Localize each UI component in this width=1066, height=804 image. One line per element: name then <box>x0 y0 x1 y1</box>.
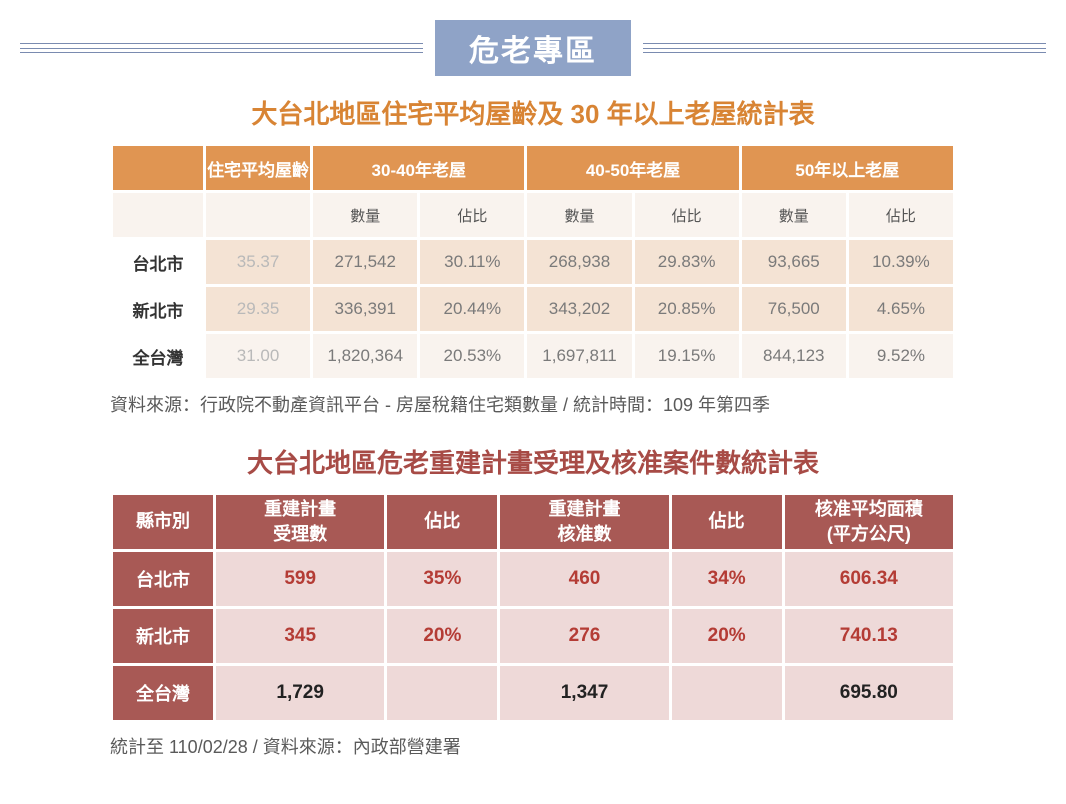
t1-row1-cqty: 76,500 <box>742 287 846 331</box>
table2: 縣市別 重建計畫受理數 佔比 重建計畫核准數 佔比 核准平均面積(平方公尺) 台… <box>110 492 956 723</box>
t2-row0-v1: 599 <box>216 552 384 606</box>
t1-h-50: 50年以上老屋 <box>742 146 953 190</box>
header-bar: 危老專區 <box>20 20 1046 76</box>
header-rule-right <box>643 43 1046 53</box>
t1-row2-avg: 31.00 <box>206 334 310 378</box>
t1-row0-bqty: 268,938 <box>527 240 631 284</box>
t1-row1-cpct: 4.65% <box>849 287 953 331</box>
t1-sub-qty-c: 數量 <box>742 193 846 237</box>
t2-row0-p1: 35% <box>387 552 497 606</box>
t1-row2-bpct: 19.15% <box>635 334 739 378</box>
t1-row2-aqty: 1,820,364 <box>313 334 417 378</box>
t2-row1-v3: 740.13 <box>785 609 953 663</box>
t2-row1-label: 新北市 <box>113 609 213 663</box>
t1-row0-label: 台北市 <box>113 240 203 284</box>
t1-corner <box>113 146 203 190</box>
table-row: 全台灣 1,729 1,347 695.80 <box>113 666 953 720</box>
table-row: 新北市 29.35 336,391 20.44% 343,202 20.85% … <box>113 287 953 331</box>
t1-row0-bpct: 29.83% <box>635 240 739 284</box>
header-rule-left <box>20 43 423 53</box>
t2-row2-v2: 1,347 <box>500 666 668 720</box>
t2-h-pct1: 佔比 <box>387 495 497 549</box>
t2-h-accept: 重建計畫受理數 <box>216 495 384 549</box>
t1-row1-label: 新北市 <box>113 287 203 331</box>
t1-h-30-40: 30-40年老屋 <box>313 146 524 190</box>
t1-row0-avg: 35.37 <box>206 240 310 284</box>
t2-row2-p2 <box>672 666 782 720</box>
t1-row1-apct: 20.44% <box>420 287 524 331</box>
t1-sub-qty-b: 數量 <box>527 193 631 237</box>
t2-row0-v3: 606.34 <box>785 552 953 606</box>
t2-h-pct2: 佔比 <box>672 495 782 549</box>
t2-row0-p2: 34% <box>672 552 782 606</box>
t1-sub-blank1 <box>113 193 203 237</box>
table1-title: 大台北地區住宅平均屋齡及 30 年以上老屋統計表 <box>0 94 1066 131</box>
t2-row2-label: 全台灣 <box>113 666 213 720</box>
table-row: 全台灣 31.00 1,820,364 20.53% 1,697,811 19.… <box>113 334 953 378</box>
t2-row0-v2: 460 <box>500 552 668 606</box>
t2-h-area: 核准平均面積(平方公尺) <box>785 495 953 549</box>
t1-row1-bqty: 343,202 <box>527 287 631 331</box>
t1-row2-cpct: 9.52% <box>849 334 953 378</box>
table2-source: 統計至 110/02/28 / 資料來源：內政部營建署 <box>110 733 956 759</box>
t1-row0-apct: 30.11% <box>420 240 524 284</box>
t1-row1-avg: 29.35 <box>206 287 310 331</box>
t2-row2-v3: 695.80 <box>785 666 953 720</box>
t1-row1-aqty: 336,391 <box>313 287 417 331</box>
table1-source: 資料來源：行政院不動產資訊平台 - 房屋稅籍住宅類數量 / 統計時間：109 年… <box>110 391 956 417</box>
t2-row1-v1: 345 <box>216 609 384 663</box>
t1-row0-cpct: 10.39% <box>849 240 953 284</box>
t2-row2-v1: 1,729 <box>216 666 384 720</box>
header-badge: 危老專區 <box>435 20 631 76</box>
table2-title: 大台北地區危老重建計畫受理及核准案件數統計表 <box>0 443 1066 480</box>
t2-row1-p1: 20% <box>387 609 497 663</box>
t1-sub-qty-a: 數量 <box>313 193 417 237</box>
t1-row2-bqty: 1,697,811 <box>527 334 631 378</box>
t2-row1-v2: 276 <box>500 609 668 663</box>
t2-h-approve: 重建計畫核准數 <box>500 495 668 549</box>
table-row: 台北市 35.37 271,542 30.11% 268,938 29.83% … <box>113 240 953 284</box>
t1-row2-apct: 20.53% <box>420 334 524 378</box>
t1-row2-label: 全台灣 <box>113 334 203 378</box>
t1-sub-pct-c: 佔比 <box>849 193 953 237</box>
t1-h-avg: 住宅平均屋齡 <box>206 146 310 190</box>
t1-sub-pct-b: 佔比 <box>635 193 739 237</box>
t2-row0-label: 台北市 <box>113 552 213 606</box>
table1: 住宅平均屋齡 30-40年老屋 40-50年老屋 50年以上老屋 數量 佔比 數… <box>110 143 956 381</box>
t1-sub-blank2 <box>206 193 310 237</box>
t2-h-region: 縣市別 <box>113 495 213 549</box>
t2-row2-p1 <box>387 666 497 720</box>
t1-row0-cqty: 93,665 <box>742 240 846 284</box>
t1-row1-bpct: 20.85% <box>635 287 739 331</box>
t1-row2-cqty: 844,123 <box>742 334 846 378</box>
t1-h-40-50: 40-50年老屋 <box>527 146 738 190</box>
table-row: 新北市 345 20% 276 20% 740.13 <box>113 609 953 663</box>
table-row: 台北市 599 35% 460 34% 606.34 <box>113 552 953 606</box>
t1-row0-aqty: 271,542 <box>313 240 417 284</box>
t2-row1-p2: 20% <box>672 609 782 663</box>
t1-sub-pct-a: 佔比 <box>420 193 524 237</box>
